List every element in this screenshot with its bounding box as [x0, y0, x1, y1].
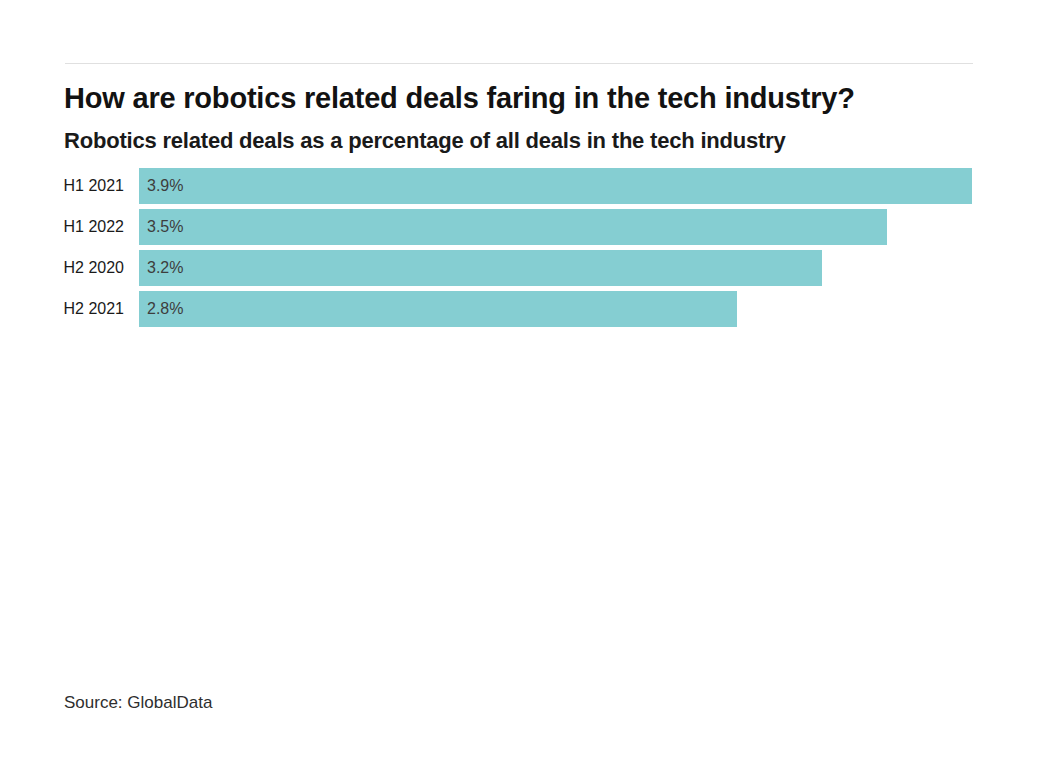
source-text: Source: GlobalData [64, 692, 212, 713]
bar: 3.5% [139, 209, 887, 245]
category-label: H2 2021 [0, 291, 124, 327]
bar-row: H2 2021 2.8% [0, 291, 1038, 327]
bar: 3.2% [139, 250, 822, 286]
label-bar-gap [124, 168, 139, 204]
chart-subtitle: Robotics related deals as a percentage o… [64, 128, 994, 154]
value-label: 2.8% [139, 300, 183, 318]
value-label: 3.9% [139, 177, 183, 195]
label-bar-gap [124, 209, 139, 245]
bar-row: H1 2022 3.5% [0, 209, 1038, 245]
category-label: H2 2020 [0, 250, 124, 286]
chart-page: How are robotics related deals faring in… [0, 0, 1038, 778]
bar-row: H1 2021 3.9% [0, 168, 1038, 204]
page-title: How are robotics related deals faring in… [64, 81, 994, 115]
label-bar-gap [124, 250, 139, 286]
top-divider [65, 63, 973, 64]
value-label: 3.5% [139, 218, 183, 236]
bar-row: H2 2020 3.2% [0, 250, 1038, 286]
value-label: 3.2% [139, 259, 183, 277]
bar: 2.8% [139, 291, 737, 327]
bar-chart: H1 2021 3.9% H1 2022 3.5% H2 2020 3.2% H2 2021… [0, 168, 1038, 332]
category-label: H1 2022 [0, 209, 124, 245]
label-bar-gap [124, 291, 139, 327]
category-label: H1 2021 [0, 168, 124, 204]
bar: 3.9% [139, 168, 972, 204]
